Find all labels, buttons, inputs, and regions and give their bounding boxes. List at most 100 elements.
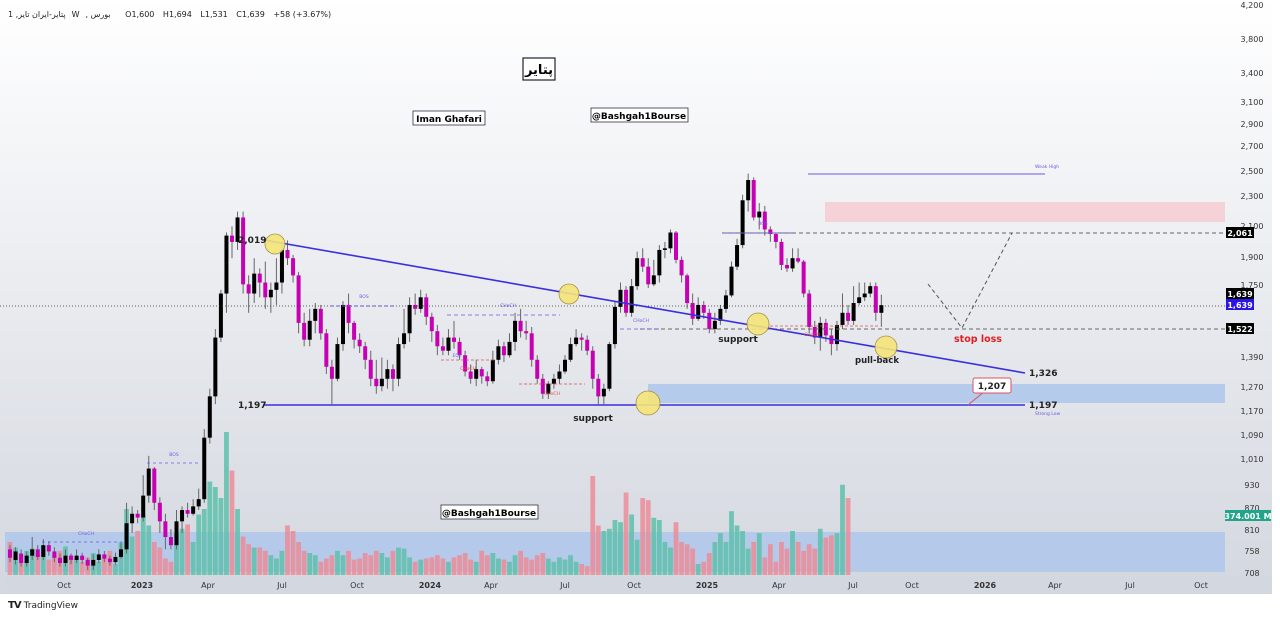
volume-bar (351, 559, 357, 575)
candle (674, 232, 678, 260)
volume-bar (129, 536, 135, 575)
candle (801, 261, 806, 294)
candle (601, 388, 606, 397)
candle (751, 180, 756, 218)
svg-text:1,639: 1,639 (1227, 290, 1253, 299)
candle (773, 234, 778, 242)
volume-bar (795, 542, 801, 575)
time-axis-background[interactable] (5, 576, 1272, 594)
label-1197-left: 1,197 (238, 401, 266, 411)
channel-box-top: @Bashgah1Bourse (590, 107, 689, 123)
candle (668, 232, 673, 249)
tradingview-logo[interactable]: TV TradingView (8, 600, 78, 611)
candle (91, 559, 96, 566)
price-axis-ticks: 4,200 3,800 3,400 3,100 2,900 2,700 2,500 2,300… (1241, 1, 1264, 578)
candle (218, 293, 223, 338)
volume-bar (668, 547, 673, 575)
time-tick: Oct (57, 581, 71, 590)
volume-bar (784, 548, 790, 575)
candle (80, 555, 85, 560)
candle (279, 249, 284, 283)
volume-bar (756, 533, 762, 575)
candle (263, 282, 268, 298)
candle (679, 259, 684, 276)
candle (446, 337, 451, 351)
candle (324, 333, 329, 367)
candle (318, 308, 323, 334)
candle (485, 376, 490, 382)
candle (85, 559, 90, 566)
volume-bar (690, 548, 696, 575)
volume-bar (157, 547, 163, 575)
candle (546, 383, 551, 394)
volume-bar (35, 553, 41, 575)
candle (379, 378, 384, 387)
candle (557, 371, 562, 379)
volume-bar (346, 550, 351, 575)
volume-bar (579, 564, 585, 575)
volume-bar (618, 522, 623, 575)
candle (196, 499, 201, 507)
volume-bar (146, 525, 152, 575)
candle (46, 545, 51, 552)
candle (341, 304, 345, 345)
volume-bar (806, 544, 812, 575)
volume-bar (829, 535, 834, 575)
volume-bar (584, 566, 590, 575)
candle (796, 258, 801, 262)
eql-label: EQL (453, 353, 462, 359)
candle (19, 553, 24, 563)
candle (624, 289, 629, 313)
volume-bar (379, 553, 385, 575)
volume-bar (507, 561, 512, 575)
price-tick: 1,270 (1241, 383, 1264, 392)
candle (96, 554, 101, 560)
volume-bar (40, 546, 46, 575)
candle (274, 282, 279, 290)
symbol-legend[interactable]: 1 ,پتایر-ایران تایر W, بورس O1,600 H1,694… (8, 10, 337, 19)
candle (457, 341, 462, 356)
volume-bar (190, 542, 196, 575)
candle (257, 273, 262, 283)
volume-bar (734, 525, 740, 575)
candle (540, 378, 545, 394)
candle (213, 337, 218, 397)
volume-bar (246, 544, 252, 575)
candle (551, 378, 556, 384)
price-tick: 3,100 (1241, 98, 1264, 107)
volume-bar (390, 550, 396, 575)
candle (707, 312, 712, 330)
candle (468, 371, 473, 379)
volume-bar (473, 561, 479, 575)
price-tick: 930 (1244, 481, 1259, 490)
bos-label-2: BOS (359, 294, 369, 300)
time-tick: Apr (484, 581, 499, 590)
label-1326: 1,326 (1029, 369, 1057, 379)
callout-1207: 1,207 (972, 377, 1012, 394)
candle (74, 555, 79, 560)
volume-bar (113, 564, 118, 575)
candle (202, 437, 207, 500)
choch-red-label-1: CHoCH (460, 366, 476, 372)
candle (246, 284, 251, 294)
volume-bar (285, 525, 290, 575)
volume-bar (779, 542, 784, 575)
time-tick: Apr (1048, 581, 1063, 590)
support-label-low: support (573, 414, 613, 424)
volume-bar (701, 561, 707, 575)
volume-bar (268, 555, 274, 575)
volume-bar (434, 555, 440, 575)
time-tick: Jul (847, 581, 858, 590)
volume-bar (418, 559, 424, 575)
time-tick: Apr (201, 581, 216, 590)
candle (529, 333, 534, 360)
volume-bar (440, 558, 446, 575)
candle (252, 273, 257, 294)
volume-bar (335, 550, 340, 575)
descending-trendline[interactable] (263, 239, 1026, 374)
candle (612, 306, 617, 345)
support-circle-mid (746, 312, 770, 336)
choch-label-2: CHoCH (500, 303, 516, 309)
candle (368, 359, 373, 379)
